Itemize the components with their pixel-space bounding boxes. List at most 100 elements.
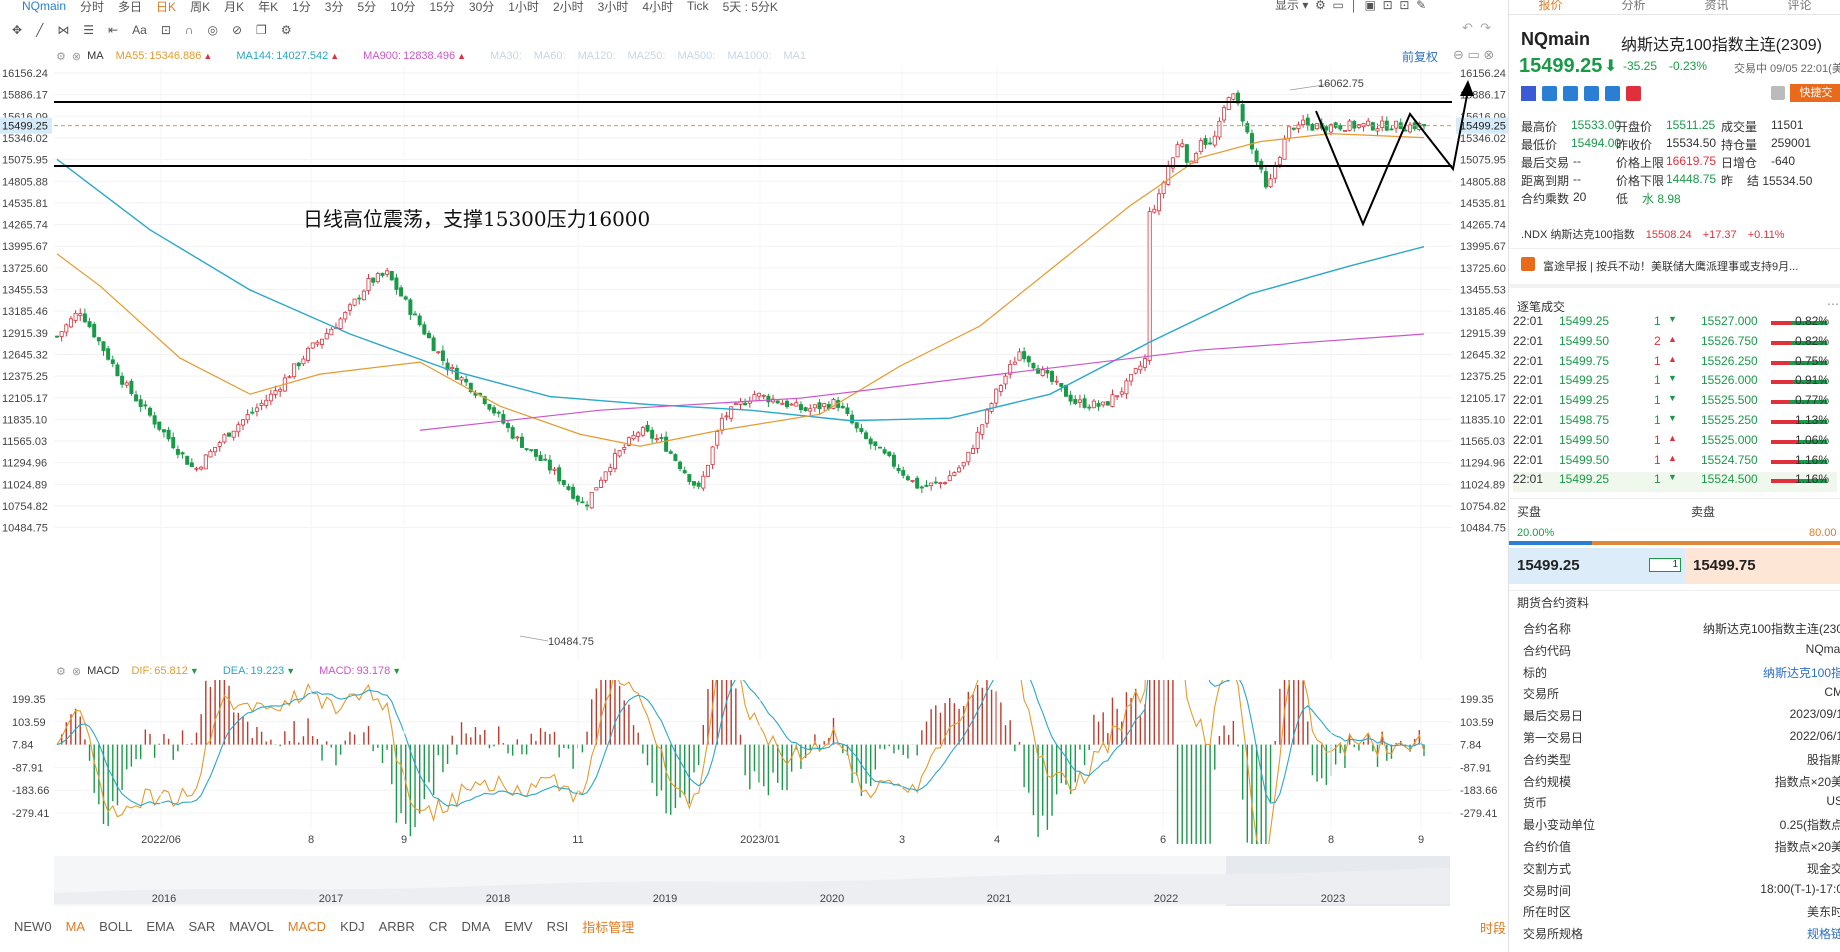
period-11[interactable]: 30分 bbox=[468, 0, 495, 14]
period-6[interactable]: 1分 bbox=[292, 0, 311, 14]
legend-settings-icon[interactable]: ⚙ bbox=[56, 50, 66, 63]
macd-settings-icon[interactable]: ⚙ bbox=[56, 665, 66, 678]
trade-row[interactable]: 22:01 15499.25 1 ▼ 15527.000 0.82% bbox=[1513, 314, 1830, 328]
trade-row[interactable]: 22:01 15499.50 1 ▲ 15524.750 1.16% bbox=[1513, 452, 1830, 467]
undo-redo-icon[interactable]: ↶ ↷ bbox=[1462, 20, 1492, 35]
zigzag-drawing[interactable] bbox=[1315, 89, 1469, 227]
trade-row[interactable]: 22:01 15499.25 1 ▼ 15525.500 0.77% bbox=[1513, 393, 1830, 408]
text-tool-icon[interactable]: Aa bbox=[132, 23, 147, 37]
indicator-tab-ma[interactable]: MA bbox=[65, 918, 86, 934]
quote-tab-3[interactable]: 评论 bbox=[1787, 0, 1812, 12]
indicator-tab-指标管理[interactable]: 指标管理 bbox=[582, 919, 635, 935]
more-icon[interactable]: ⋯ bbox=[1827, 297, 1839, 311]
candle-body bbox=[1361, 123, 1366, 128]
adjust-mode[interactable]: 前复权 bbox=[1402, 50, 1439, 64]
trade-row[interactable]: 22:01 15499.25 1 ▼ 15524.500 1.16% bbox=[1513, 472, 1837, 493]
line-tool-icon[interactable]: ╱ bbox=[36, 23, 44, 37]
copy-icon[interactable]: ❐ bbox=[256, 23, 267, 37]
indicator-tab-boll[interactable]: BOLL bbox=[99, 918, 133, 934]
alert-icon[interactable] bbox=[1771, 86, 1785, 100]
quote-tab-2[interactable]: 资讯 bbox=[1704, 0, 1729, 12]
legend-close-icon[interactable]: ⊗ bbox=[71, 50, 82, 63]
crosshair-icon[interactable]: ✥ bbox=[12, 23, 23, 37]
candles bbox=[55, 90, 1427, 511]
period-15[interactable]: 4小时 bbox=[642, 0, 673, 14]
trade-row[interactable]: 22:01 15498.75 1 ▼ 15525.250 1.13% bbox=[1513, 413, 1830, 427]
indicator-tab-kdj[interactable]: KDJ bbox=[340, 918, 365, 934]
quick-icon[interactable] bbox=[1542, 86, 1557, 101]
ma-legend-inactive[interactable]: MA120: bbox=[577, 50, 616, 62]
ma-legend-inactive[interactable]: MA500: bbox=[677, 50, 716, 62]
quote-tab-1[interactable]: 分析 bbox=[1621, 0, 1646, 12]
macd-chart[interactable]: 199.35 199.35 103.59 103.59 7.84 7.84 -87.91 -8… bbox=[0, 680, 1508, 844]
indicator-tab-rsi[interactable]: RSI bbox=[546, 918, 569, 934]
period-3[interactable]: 周K bbox=[190, 0, 211, 14]
eye-icon[interactable]: ◎ bbox=[207, 23, 218, 37]
link-icon[interactable] bbox=[1584, 86, 1599, 101]
ma-legend-inactive[interactable]: MA250: bbox=[627, 50, 666, 62]
candle-body bbox=[729, 406, 734, 419]
indicator-tab-emv[interactable]: EMV bbox=[504, 918, 533, 934]
period-5[interactable]: 年K bbox=[258, 0, 279, 14]
fib-tool-icon[interactable]: ☰ bbox=[83, 23, 95, 37]
indicator-tab-cr[interactable]: CR bbox=[428, 918, 448, 934]
ma-legend-inactive[interactable]: MA60: bbox=[533, 50, 566, 62]
settings-icon[interactable]: ⚙ bbox=[280, 23, 292, 37]
session-button[interactable]: 时段 bbox=[1480, 921, 1507, 936]
macd-y-tick-right: 199.35 bbox=[1460, 694, 1494, 706]
macd-legend-item: MACD: 93.178 ▼ bbox=[319, 665, 402, 677]
indicator-tab-sar[interactable]: SAR bbox=[188, 918, 216, 934]
quote-panel: 报价 分析 资讯 评论 NQmain 纳斯达克100指数主连(2309) 15499.… bbox=[1508, 0, 1840, 952]
period-9[interactable]: 10分 bbox=[390, 0, 416, 14]
period-14[interactable]: 3小时 bbox=[597, 0, 629, 14]
indicator-tab-ema[interactable]: EMA bbox=[146, 918, 175, 934]
candle-body bbox=[310, 342, 315, 349]
macd-close-icon[interactable]: ⊗ bbox=[71, 665, 82, 678]
period-10[interactable]: 15分 bbox=[429, 0, 455, 14]
trade-row[interactable]: 22:01 15499.50 1 ▲ 15525.000 1.06% bbox=[1513, 432, 1830, 447]
period-4[interactable]: 月K bbox=[224, 0, 245, 14]
panel-controls-icon[interactable]: ⊖ ▭ ⊗ bbox=[1453, 47, 1495, 62]
ma-legend-inactive[interactable]: MA1000: bbox=[727, 50, 772, 62]
erase-icon[interactable]: ⊘ bbox=[231, 23, 243, 37]
ask-box[interactable] bbox=[1685, 548, 1840, 584]
macd-y-tick-left: -279.41 bbox=[12, 808, 49, 820]
indicator-tab-dma[interactable]: DMA bbox=[461, 918, 491, 934]
indicator-tab-macd[interactable]: MACD bbox=[287, 918, 327, 934]
shape-tool-icon[interactable]: ⊡ bbox=[160, 23, 171, 37]
person-icon[interactable] bbox=[1563, 86, 1578, 101]
arrow-tool-icon[interactable]: ⇤ bbox=[108, 23, 119, 37]
period-8[interactable]: 5分 bbox=[357, 0, 377, 14]
candle-body bbox=[682, 470, 687, 474]
display-toggle[interactable]: 显示 ▾ ⚙ ▭ │ ▣ ⊡ ⊡ ✎ bbox=[1275, 0, 1427, 12]
ma-legend-inactive[interactable]: MA1 bbox=[783, 50, 807, 62]
magnet-icon[interactable]: ∩ bbox=[184, 23, 194, 37]
candle-body bbox=[426, 332, 431, 339]
period-16[interactable]: Tick bbox=[687, 0, 709, 13]
overview-navigator[interactable]: 2016 2017 2018 2019 2020 2021 2022 2023 bbox=[54, 856, 1450, 906]
trade-row[interactable]: 22:01 15499.75 1 ▲ 15526.250 0.75% bbox=[1513, 353, 1830, 368]
symbol-label[interactable]: NQmain bbox=[22, 0, 67, 13]
ma-legend-inactive[interactable]: MA30: bbox=[490, 50, 522, 62]
chart-icon[interactable] bbox=[1605, 86, 1620, 101]
heart-icon[interactable] bbox=[1626, 86, 1641, 101]
period-7[interactable]: 3分 bbox=[324, 0, 344, 14]
period-1[interactable]: 多日 bbox=[118, 0, 143, 14]
period-13[interactable]: 2小时 bbox=[552, 0, 584, 14]
channel-tool-icon[interactable]: ⋈ bbox=[57, 23, 70, 37]
period-0[interactable]: 分时 bbox=[80, 0, 105, 14]
indicator-tab-mavol[interactable]: MAVOL bbox=[229, 918, 274, 934]
annotation-text[interactable]: 日线高位震荡，支撑15300压力16000 bbox=[303, 207, 650, 231]
trade-row[interactable]: 22:01 15499.50 2 ▲ 15526.750 0.82% bbox=[1513, 333, 1830, 348]
quote-tab-0[interactable]: 报价 bbox=[1538, 0, 1563, 12]
period-2[interactable]: 日K bbox=[156, 0, 177, 14]
period-17[interactable]: 5天 : 5分K bbox=[722, 0, 778, 14]
indicator-tab-arbr[interactable]: ARBR bbox=[378, 918, 415, 934]
period-12[interactable]: 1小时 bbox=[508, 0, 539, 14]
trade-row[interactable]: 22:01 15499.25 1 ▼ 15526.000 0.91% bbox=[1513, 373, 1830, 388]
candle-body bbox=[845, 407, 850, 414]
news-headline[interactable]: 富途早报 | 按兵不动！美联储大鹰派理事或支持9月... bbox=[1543, 261, 1799, 273]
indicator-tab-new0[interactable]: NEW0 bbox=[14, 918, 52, 934]
quick-trade-button[interactable]: 快捷交 bbox=[1790, 84, 1840, 102]
